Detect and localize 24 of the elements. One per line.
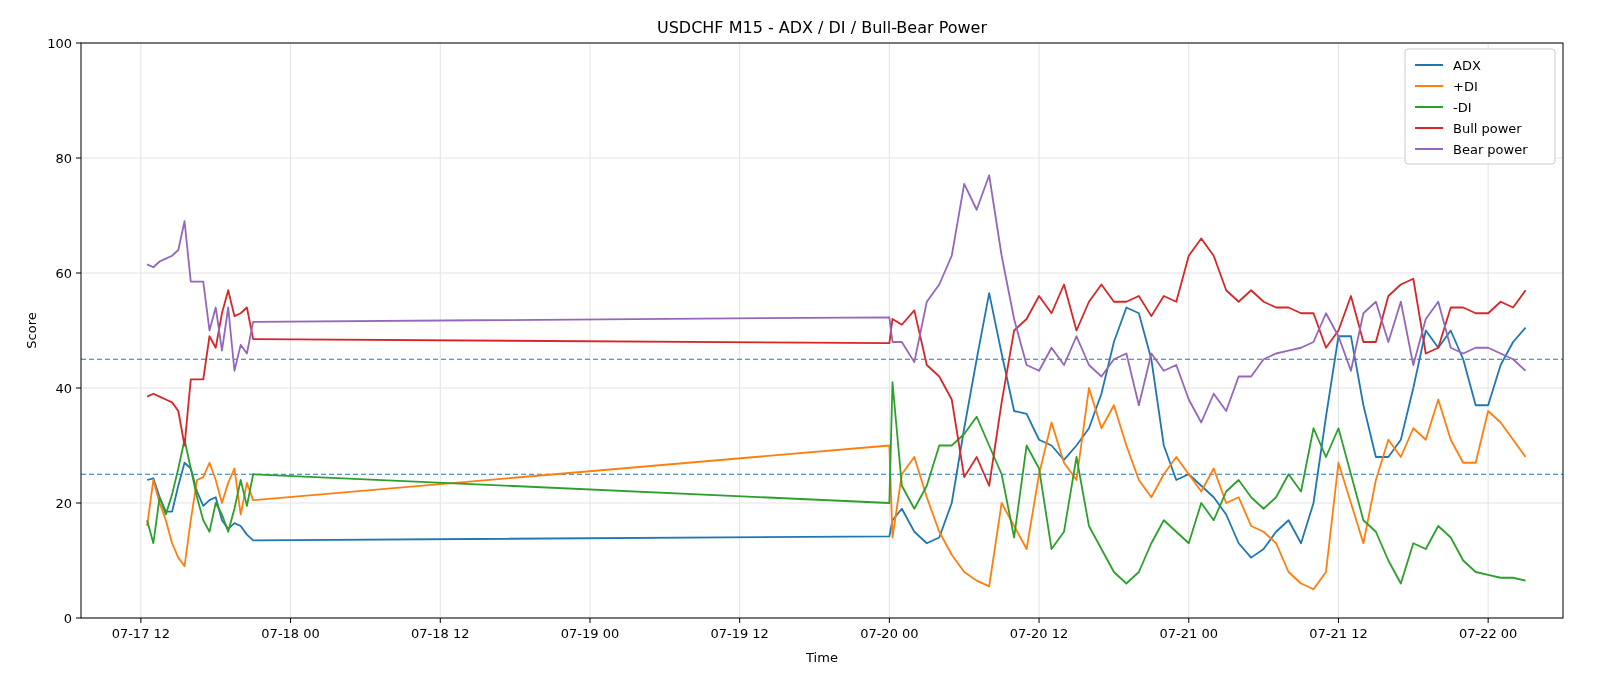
legend-label: +DI [1453,79,1478,94]
legend-label: Bull power [1453,121,1523,136]
x-tick-label: 07-22 00 [1458,626,1518,641]
legend-label: Bear power [1453,142,1529,157]
legend-label: -DI [1453,100,1472,115]
x-tick-label: 07-18 00 [261,626,320,641]
chart-title: USDCHF M15 - ADX / DI / Bull-Bear Power [656,18,988,37]
x-axis-title: Time [805,650,838,665]
y-tick-label: 0 [63,611,72,626]
x-tick-label: 07-18 12 [411,626,470,641]
x-tick-label: 07-19 00 [560,626,620,641]
y-tick-label: 100 [47,36,72,51]
x-tick-label: 07-20 12 [1009,626,1069,641]
y-tick-label: 80 [55,151,72,166]
x-tick-label: 07-19 12 [710,626,769,641]
legend-label: ADX [1453,58,1481,73]
x-tick-label: 07-17 12 [111,626,171,641]
y-tick-label: 60 [55,266,72,281]
y-tick-label: 40 [55,381,72,396]
x-tick-label: 07-20 00 [860,626,919,641]
y-axis-title: Score [24,312,39,349]
x-tick-label: 07-21 12 [1309,626,1368,641]
y-tick-label: 20 [55,496,72,511]
x-tick-label: 07-21 00 [1159,626,1218,641]
